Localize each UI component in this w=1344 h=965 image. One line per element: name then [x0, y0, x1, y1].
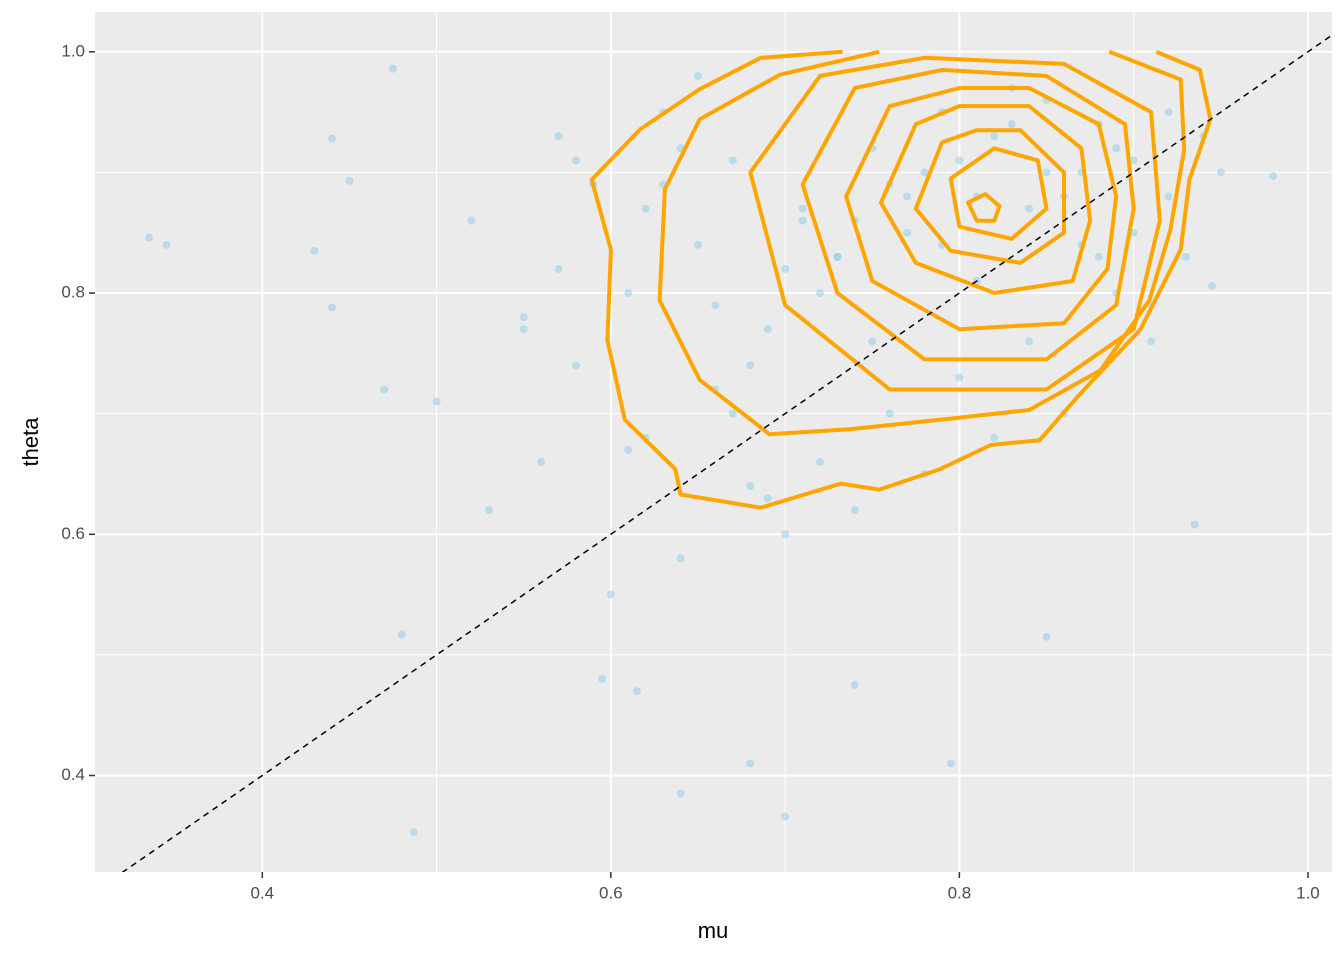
contour-line: [589, 49, 1213, 510]
point: [1042, 632, 1051, 641]
point: [624, 289, 633, 298]
point: [571, 156, 580, 165]
point: [798, 204, 807, 213]
point: [763, 325, 772, 334]
x-tick-label: 0.8: [948, 883, 972, 902]
point: [389, 64, 398, 73]
point: [798, 216, 807, 225]
point: [728, 409, 737, 418]
point: [1164, 192, 1173, 201]
point: [310, 246, 319, 255]
point: [781, 812, 790, 821]
point: [432, 397, 441, 406]
point: [676, 554, 685, 563]
point: [537, 457, 546, 466]
point: [1007, 120, 1016, 129]
point: [868, 337, 877, 346]
point: [162, 240, 171, 249]
panel: [95, 12, 1332, 872]
point: [606, 590, 615, 599]
point: [850, 681, 859, 690]
point: [833, 252, 842, 261]
point: [1129, 156, 1138, 165]
point: [676, 789, 685, 798]
contour-line: [657, 49, 1187, 437]
point: [1181, 252, 1190, 261]
point: [728, 156, 737, 165]
y-axis-title: theta: [18, 417, 43, 467]
contour-line: [879, 104, 1093, 295]
point: [328, 134, 337, 143]
point: [1147, 337, 1156, 346]
reference-line: [121, 34, 1332, 872]
point: [1164, 108, 1173, 117]
point: [1094, 252, 1103, 261]
point: [1025, 204, 1034, 213]
point: [990, 433, 999, 442]
contour-line: [966, 192, 1002, 223]
point: [1112, 144, 1121, 153]
plot-area: [121, 34, 1332, 872]
point: [598, 675, 607, 684]
point: [1025, 337, 1034, 346]
axes: 0.4 0.6 0.8 1.0 0.4 0.6 0.8 1.0: [61, 41, 1319, 902]
point: [763, 494, 772, 503]
point: [1269, 172, 1278, 181]
point: [693, 71, 702, 80]
point: [955, 156, 964, 165]
contour-line: [913, 128, 1066, 265]
point: [345, 176, 354, 185]
point: [746, 361, 755, 370]
point: [328, 303, 337, 312]
y-tick-label: 0.6: [61, 524, 85, 543]
point: [641, 204, 650, 213]
point: [571, 361, 580, 370]
point: [711, 301, 720, 310]
point: [519, 313, 528, 322]
point: [955, 373, 964, 382]
point: [632, 687, 641, 696]
point: [885, 409, 894, 418]
point: [850, 506, 859, 515]
x-tick-label: 1.0: [1296, 883, 1320, 902]
y-tick-label: 0.4: [61, 765, 85, 784]
point: [781, 264, 790, 273]
point: [1190, 520, 1199, 529]
point: [946, 759, 955, 768]
point: [1042, 168, 1051, 177]
point: [903, 228, 912, 237]
x-axis-title: mu: [698, 918, 729, 943]
point: [693, 240, 702, 249]
point: [1208, 281, 1217, 290]
point: [397, 630, 406, 639]
x-tick-label: 0.4: [250, 883, 274, 902]
x-tick-label: 0.6: [599, 883, 623, 902]
point: [380, 385, 389, 394]
point: [624, 445, 633, 454]
point: [554, 264, 563, 273]
point: [781, 530, 790, 539]
grid: [95, 12, 1332, 872]
contour-line: [748, 55, 1162, 392]
point: [484, 506, 493, 515]
point: [467, 216, 476, 225]
point: [815, 457, 824, 466]
y-tick-label: 1.0: [61, 41, 85, 60]
point: [903, 192, 912, 201]
point: [746, 482, 755, 491]
point: [409, 828, 418, 837]
point: [519, 325, 528, 334]
contour-line: [948, 146, 1049, 241]
contour-line: [844, 86, 1119, 332]
point: [145, 233, 154, 242]
point: [920, 168, 929, 177]
point: [554, 132, 563, 141]
point: [815, 289, 824, 298]
y-tick-label: 0.8: [61, 283, 85, 302]
contour-line: [800, 67, 1136, 362]
point: [746, 759, 755, 768]
point: [990, 132, 999, 141]
point: [1216, 168, 1225, 177]
